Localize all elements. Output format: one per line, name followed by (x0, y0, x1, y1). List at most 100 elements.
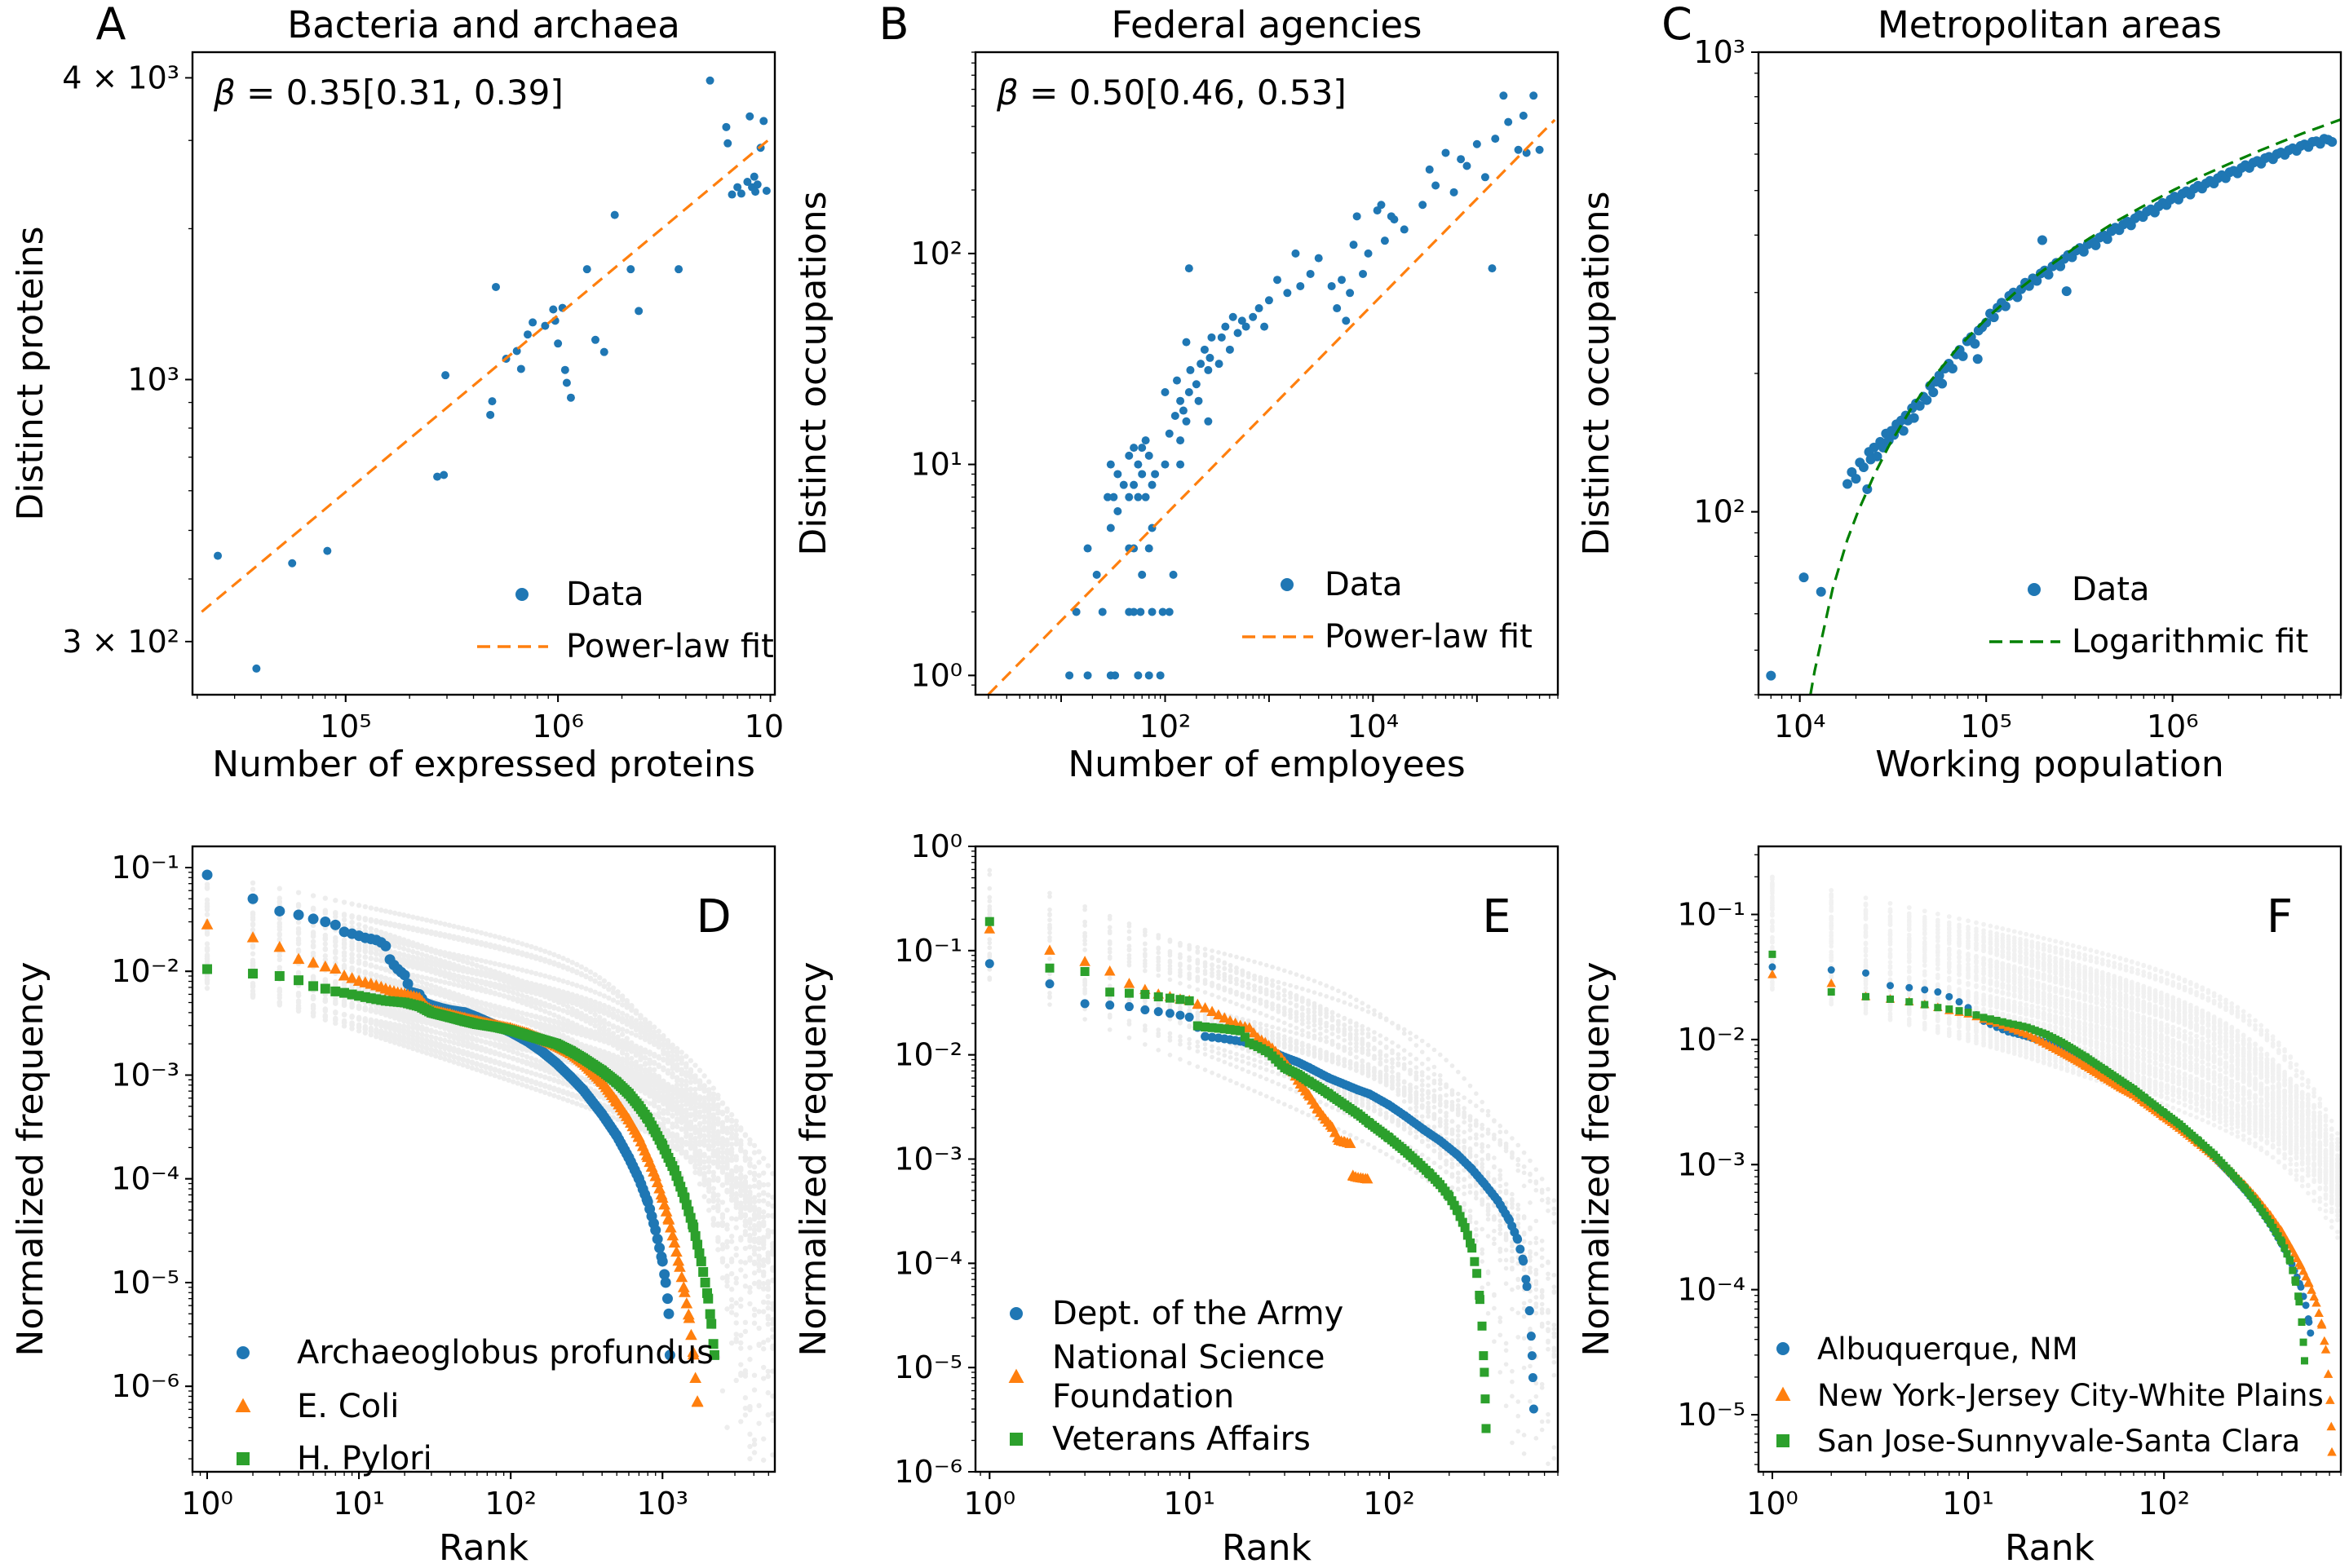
legend-label: Logarithmic fit (2072, 623, 2308, 660)
series-h-pylori (202, 964, 719, 1360)
panel-letter: B (878, 0, 909, 50)
x-tick-label: 10¹ (1942, 1486, 1994, 1522)
x-tick-label: 10⁰ (1746, 1486, 1798, 1522)
y-tick-label: 10⁻³ (894, 1142, 962, 1177)
plot-area (201, 869, 775, 1463)
axes: 10⁴ 10⁵ 10⁶ 10² 10³ (1693, 34, 2342, 744)
y-axis-label: Normalized frequency (1576, 961, 1617, 1356)
panel-a-chart: 10⁵ 10⁶ 10⁷ 3 × 10² 10³ 4 × 10³ Bacteria and a… (10, 0, 783, 783)
legend: Data Power-law fit (1242, 566, 1533, 656)
y-tick-label: 4 × 10³ (62, 60, 179, 95)
panel-letter: D (696, 890, 731, 943)
plot-area (201, 76, 774, 673)
y-tick-label: 3 × 10² (62, 624, 179, 660)
fit-line-power-law-fit (987, 118, 1556, 695)
legend: Dept. of the Army National ScienceFoundat… (1008, 1295, 1343, 1458)
axes: 10⁰ 10¹ 10² 10³ 10⁻¹ 10⁻² 10⁻³ 10⁻⁴ 10⁻⁵ 10⁻⁶ (111, 845, 776, 1522)
y-tick-label: 10⁻² (111, 953, 179, 989)
legend-label: Power-law fit (1325, 618, 1533, 656)
y-tick-label: 10² (1693, 494, 1745, 530)
axes: 10² 10⁴ 10⁰ 10¹ 10² (910, 51, 1559, 744)
panel-title: Bacteria and archaea (287, 3, 680, 46)
y-tick-label: 10⁻⁴ (894, 1245, 962, 1281)
y-axis-label: Distinct proteins (10, 226, 51, 520)
legend-label: Foundation (1052, 1378, 1234, 1416)
legend: Data Power-law fit (477, 576, 774, 665)
y-tick-label: 10⁻² (1677, 1022, 1745, 1058)
legend-label: Data (1325, 566, 1403, 603)
legend: Albuquerque, NM New York-Jersey City-Whit… (1775, 1332, 2324, 1459)
x-axis-label: Number of expressed proteins (212, 744, 755, 783)
y-axis-label: Normalized frequency (10, 961, 51, 1356)
y-tick-label: 10⁻³ (111, 1057, 179, 1093)
background-ensemble-curves (204, 870, 775, 1463)
beta-annotation: β = 0.35[0.31, 0.39] (213, 73, 564, 113)
x-axis-label: Number of employees (1068, 744, 1465, 783)
x-tick-label: 10¹ (333, 1486, 385, 1522)
x-tick-label: 10² (484, 1486, 537, 1522)
y-axis-label: Distinct occupations (1576, 191, 1617, 555)
x-tick-label: 10⁰ (963, 1486, 1015, 1522)
panel-e-chart: 10⁰ 10¹ 10² 10⁰ 10⁻¹ 10⁻² 10⁻³ 10⁻⁴ 10⁻⁵ 10⁻⁶ E Ran… (793, 828, 1559, 1568)
x-tick-label: 10² (1139, 709, 1192, 744)
panel-letter: F (2267, 890, 2293, 943)
plot-area (984, 868, 1557, 1466)
panel-letter: E (1482, 890, 1511, 943)
y-tick-label: 10⁻² (894, 1037, 962, 1073)
panel-f-chart: 10⁰ 10¹ 10² 10⁻¹ 10⁻² 10⁻³ 10⁻⁴ 10⁻⁵ F Rank Normal… (1576, 845, 2342, 1568)
y-tick-label: 10¹ (910, 447, 962, 483)
series-san-jose-sunnyvale-santa-clara (1768, 950, 2308, 1365)
y-tick-label: 10⁻⁶ (894, 1454, 962, 1490)
legend-label: San Jose-Sunnyvale-Santa Clara (1817, 1424, 2300, 1459)
axes: 10⁵ 10⁶ 10⁷ 3 × 10² 10³ 4 × 10³ (62, 51, 783, 744)
x-tick-label: 10⁵ (1960, 709, 2012, 744)
y-tick-label: 10⁻¹ (1677, 896, 1745, 932)
x-tick-label: 10⁷ (745, 709, 783, 744)
y-tick-label: 10⁻⁴ (111, 1161, 179, 1197)
y-tick-label: 10⁻⁶ (111, 1368, 179, 1404)
fit-line-power-law-fit (201, 135, 774, 613)
y-tick-label: 10⁻⁵ (894, 1349, 962, 1385)
y-tick-label: 10⁻¹ (111, 850, 179, 886)
x-axis-label: Working population (1875, 744, 2224, 783)
y-tick-label: 10⁻⁴ (1677, 1272, 1745, 1308)
y-tick-label: 10⁻³ (1677, 1146, 1745, 1182)
x-tick-label: 10³ (636, 1486, 688, 1522)
y-tick-label: 10⁻⁵ (1677, 1397, 1745, 1433)
legend-label: Dept. of the Army (1052, 1295, 1343, 1332)
x-axis-label: Rank (2005, 1527, 2095, 1568)
series-data (214, 76, 771, 673)
x-axis-label: Rank (1222, 1527, 1312, 1568)
plot-area (1767, 874, 2340, 1456)
y-axis-label: Distinct occupations (793, 191, 834, 555)
x-axis-label: Rank (439, 1527, 529, 1568)
x-tick-label: 10² (1363, 1486, 1415, 1522)
y-tick-label: 10⁰ (910, 657, 962, 693)
x-tick-label: 10² (2138, 1486, 2190, 1522)
panel-title: Metropolitan areas (1878, 3, 2222, 46)
x-tick-label: 10⁴ (1347, 709, 1400, 744)
legend: Archaeoglobus profundus E. Coli H. Pylori (235, 1334, 714, 1477)
legend-label: H. Pylori (297, 1440, 432, 1477)
y-tick-label: 10⁻⁵ (111, 1265, 179, 1301)
legend-label: E. Coli (297, 1388, 399, 1425)
series-data (1065, 91, 1544, 680)
axes: 10⁰ 10¹ 10² 10⁰ 10⁻¹ 10⁻² 10⁻³ 10⁻⁴ 10⁻⁵ 10⁻⁶ (894, 828, 1559, 1522)
beta-annotation: β = 0.50[0.46, 0.53] (996, 73, 1347, 113)
y-tick-label: 10³ (127, 361, 179, 397)
panel-title: Federal agencies (1112, 3, 1422, 46)
legend: Data Logarithmic fit (1989, 571, 2308, 660)
panel-c-chart: 10⁴ 10⁵ 10⁶ 10² 10³ Metropolitan areas C Workin… (1576, 0, 2342, 783)
series-archaeoglobus-profundus (201, 869, 675, 1361)
panel-letter: A (96, 0, 126, 50)
x-tick-label: 10¹ (1163, 1486, 1215, 1522)
legend-label: Power-law fit (566, 628, 774, 665)
panel-b-chart: 10² 10⁴ 10⁰ 10¹ 10² Federal agencies B Number o… (793, 0, 1559, 783)
y-tick-label: 10² (910, 236, 962, 272)
x-tick-label: 10⁶ (2147, 709, 2199, 744)
plot-area (987, 91, 1556, 695)
plot-area (1766, 117, 2341, 695)
x-tick-label: 10⁶ (532, 709, 584, 744)
series-veterans-affairs (984, 917, 1491, 1433)
legend-label: New York-Jersey City-White Plains (1817, 1378, 2324, 1413)
